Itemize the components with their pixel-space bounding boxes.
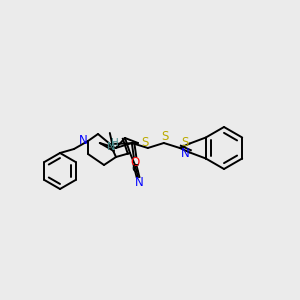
- Text: C: C: [131, 164, 139, 174]
- Text: N: N: [180, 147, 189, 160]
- Text: H: H: [111, 138, 119, 148]
- Text: N: N: [135, 176, 143, 188]
- Text: N: N: [79, 134, 87, 146]
- Text: O: O: [130, 155, 140, 169]
- Text: S: S: [141, 136, 149, 149]
- Text: S: S: [161, 130, 169, 143]
- Text: N: N: [106, 142, 115, 152]
- Text: S: S: [181, 136, 188, 149]
